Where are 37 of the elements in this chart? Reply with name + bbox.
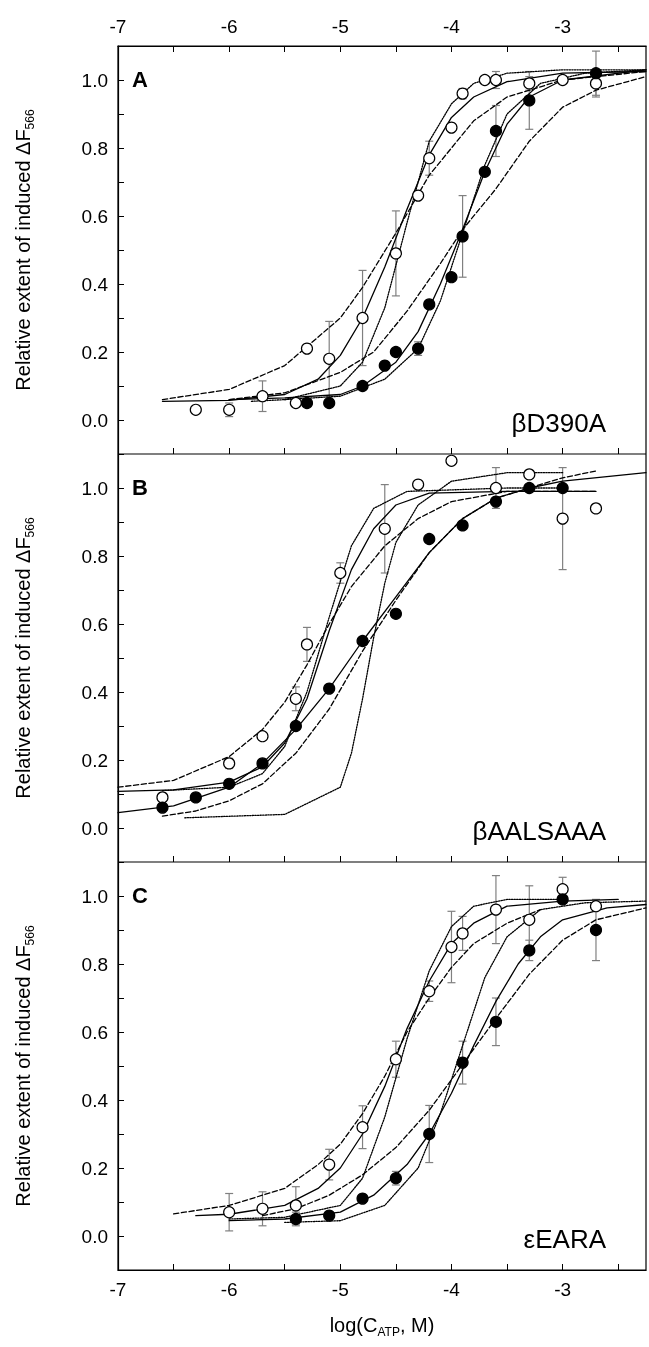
y-axis-title: Relative extent of induced ΔF566: [12, 517, 37, 799]
y-tick-label: 0.0: [81, 1225, 108, 1247]
x-tick-label: -6: [220, 1279, 238, 1300]
y-tick-label: 0.4: [81, 681, 109, 703]
y-tick-label: 0.4: [81, 273, 109, 295]
y-tick-label: 0.8: [81, 953, 108, 975]
y-tick-label: 1.0: [81, 477, 108, 499]
y-tick-label: 0.8: [81, 137, 108, 159]
annotation: C: [132, 882, 148, 908]
y-tick-label: 0.6: [81, 613, 108, 635]
x-tick-label: -6: [220, 16, 238, 37]
y-tick-label: 0.0: [81, 409, 108, 431]
x-tick-label: -5: [331, 1279, 349, 1300]
y-tick-label: 0.2: [81, 749, 108, 771]
y-tick-label: 0.2: [81, 341, 108, 363]
annotation: βAALSAAA: [472, 816, 607, 846]
annotation: βD390A: [511, 408, 607, 438]
y-axis-title: Relative extent of induced ΔF566: [12, 109, 37, 391]
x-tick-label: -3: [554, 1279, 572, 1300]
y-tick-label: 0.8: [81, 545, 108, 567]
x-tick-label: -4: [443, 16, 461, 37]
x-tick-label: -4: [443, 1279, 461, 1300]
x-tick-label: -7: [109, 16, 127, 37]
annotation: A: [132, 66, 148, 92]
y-tick-label: 1.0: [81, 69, 108, 91]
y-axis-title: Relative extent of induced ΔF566: [12, 925, 37, 1207]
y-tick-label: 0.2: [81, 1157, 108, 1179]
y-tick-label: 0.6: [81, 205, 108, 227]
x-tick-label: -3: [554, 16, 572, 37]
y-tick-label: 0.6: [81, 1021, 108, 1043]
x-tick-label: -7: [109, 1279, 127, 1300]
annotation: B: [132, 474, 148, 500]
annotation: εEARA: [523, 1224, 607, 1254]
y-tick-label: 0.0: [81, 817, 108, 839]
y-tick-label: 1.0: [81, 885, 108, 907]
x-tick-label: -5: [331, 16, 349, 37]
y-tick-label: 0.4: [81, 1089, 109, 1111]
